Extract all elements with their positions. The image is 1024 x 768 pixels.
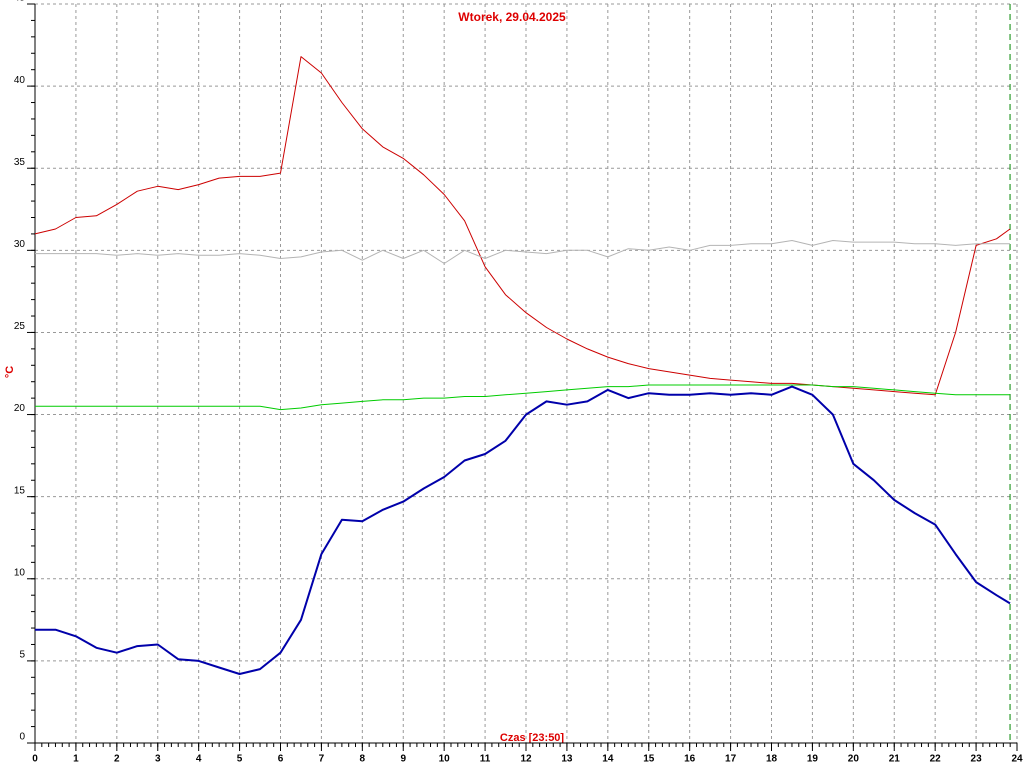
x-tick-label: 9 (400, 754, 406, 765)
x-tick-label: 22 (930, 754, 942, 765)
y-tick-label: 35 (14, 157, 26, 168)
series-line (35, 385, 1011, 675)
x-tick-label: 16 (684, 754, 696, 765)
y-tick-label: 0 (19, 732, 25, 743)
chart-title: Wtorek, 29.04.2025 (458, 10, 566, 24)
x-tick-label: 18 (766, 754, 778, 765)
y-tick-label: 5 (19, 650, 25, 661)
x-tick-label: 3 (155, 754, 161, 765)
series-line (35, 240, 1010, 264)
x-tick-label: 8 (360, 754, 366, 765)
series-line (34, 56, 1011, 396)
x-tick-label: 1 (73, 754, 79, 765)
y-tick-label: 20 (14, 403, 26, 414)
x-tick-label: 10 (439, 754, 451, 765)
x-tick-label: 7 (319, 754, 325, 765)
x-tick-label: 14 (602, 754, 614, 765)
x-tick-label: 4 (196, 754, 202, 765)
x-tick-label: 5 (237, 754, 243, 765)
x-tick-label: 13 (561, 754, 573, 765)
x-tick-label: 0 (32, 754, 38, 765)
x-tick-label: 19 (807, 754, 819, 765)
x-tick-label: 12 (520, 754, 532, 765)
y-tick-label: 15 (14, 485, 26, 496)
x-tick-label: 15 (643, 754, 655, 765)
x-tick-label: 17 (725, 754, 737, 765)
series-line (35, 384, 1010, 411)
x-tick-label: 21 (889, 754, 901, 765)
y-axis-label: °C (4, 366, 16, 378)
x-tick-label: 11 (480, 754, 491, 765)
x-axis-label: Czas [23:50] (500, 732, 565, 744)
x-tick-label: 6 (278, 754, 284, 765)
x-tick-label: 20 (848, 754, 860, 765)
y-tick-label: 30 (14, 239, 26, 250)
x-tick-label: 2 (114, 754, 120, 765)
x-tick-label: 24 (1011, 754, 1023, 765)
y-tick-label: 45 (14, 0, 26, 4)
y-tick-label: 25 (14, 321, 26, 332)
y-tick-label: 10 (14, 567, 26, 578)
x-tick-label: 23 (971, 754, 983, 765)
y-tick-label: 40 (14, 75, 26, 86)
